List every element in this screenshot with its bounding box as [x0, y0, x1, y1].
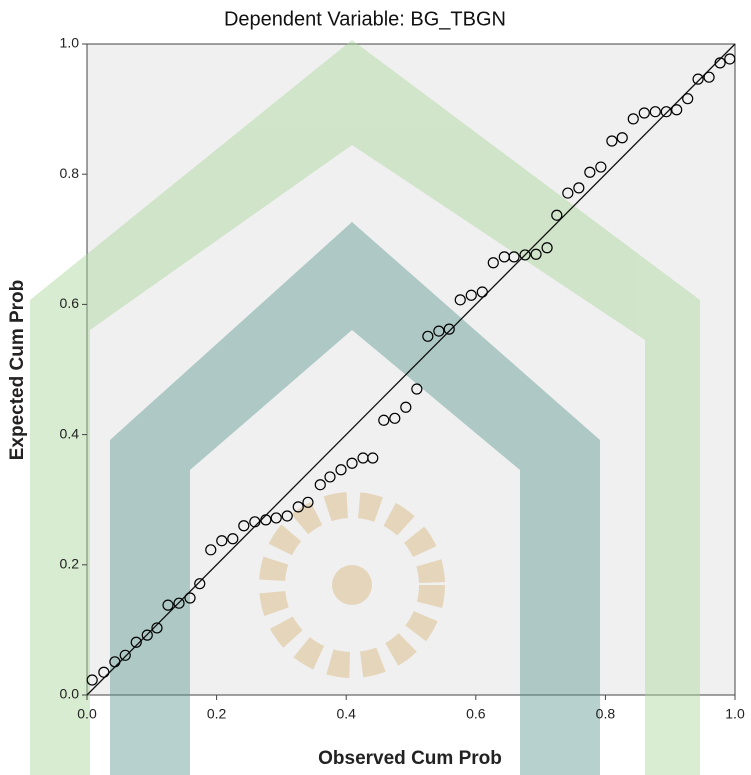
x-tick-label: 0.4: [336, 706, 356, 722]
x-tick-label: 0.8: [596, 706, 616, 722]
x-tick-label: 0.0: [77, 706, 97, 722]
y-tick-label: 0.2: [60, 556, 80, 572]
x-tick-label: 0.2: [207, 706, 227, 722]
chart-title: Dependent Variable: BG_TBGN: [224, 8, 506, 30]
y-tick-label: 0.4: [60, 425, 80, 441]
y-tick-label: 0.0: [60, 686, 80, 702]
y-tick-label: 1.0: [60, 35, 80, 51]
y-axis-label: Expected Cum Prob: [7, 280, 28, 461]
chart: Dependent Variable: BG_TBGN Observed Cum…: [0, 0, 751, 775]
x-tick-label: 1.0: [725, 706, 745, 722]
y-tick-label: 0.6: [60, 295, 80, 311]
y-tick-label: 0.8: [60, 165, 80, 181]
x-tick-label: 0.6: [466, 706, 486, 722]
x-axis-label: Observed Cum Prob: [318, 748, 502, 769]
